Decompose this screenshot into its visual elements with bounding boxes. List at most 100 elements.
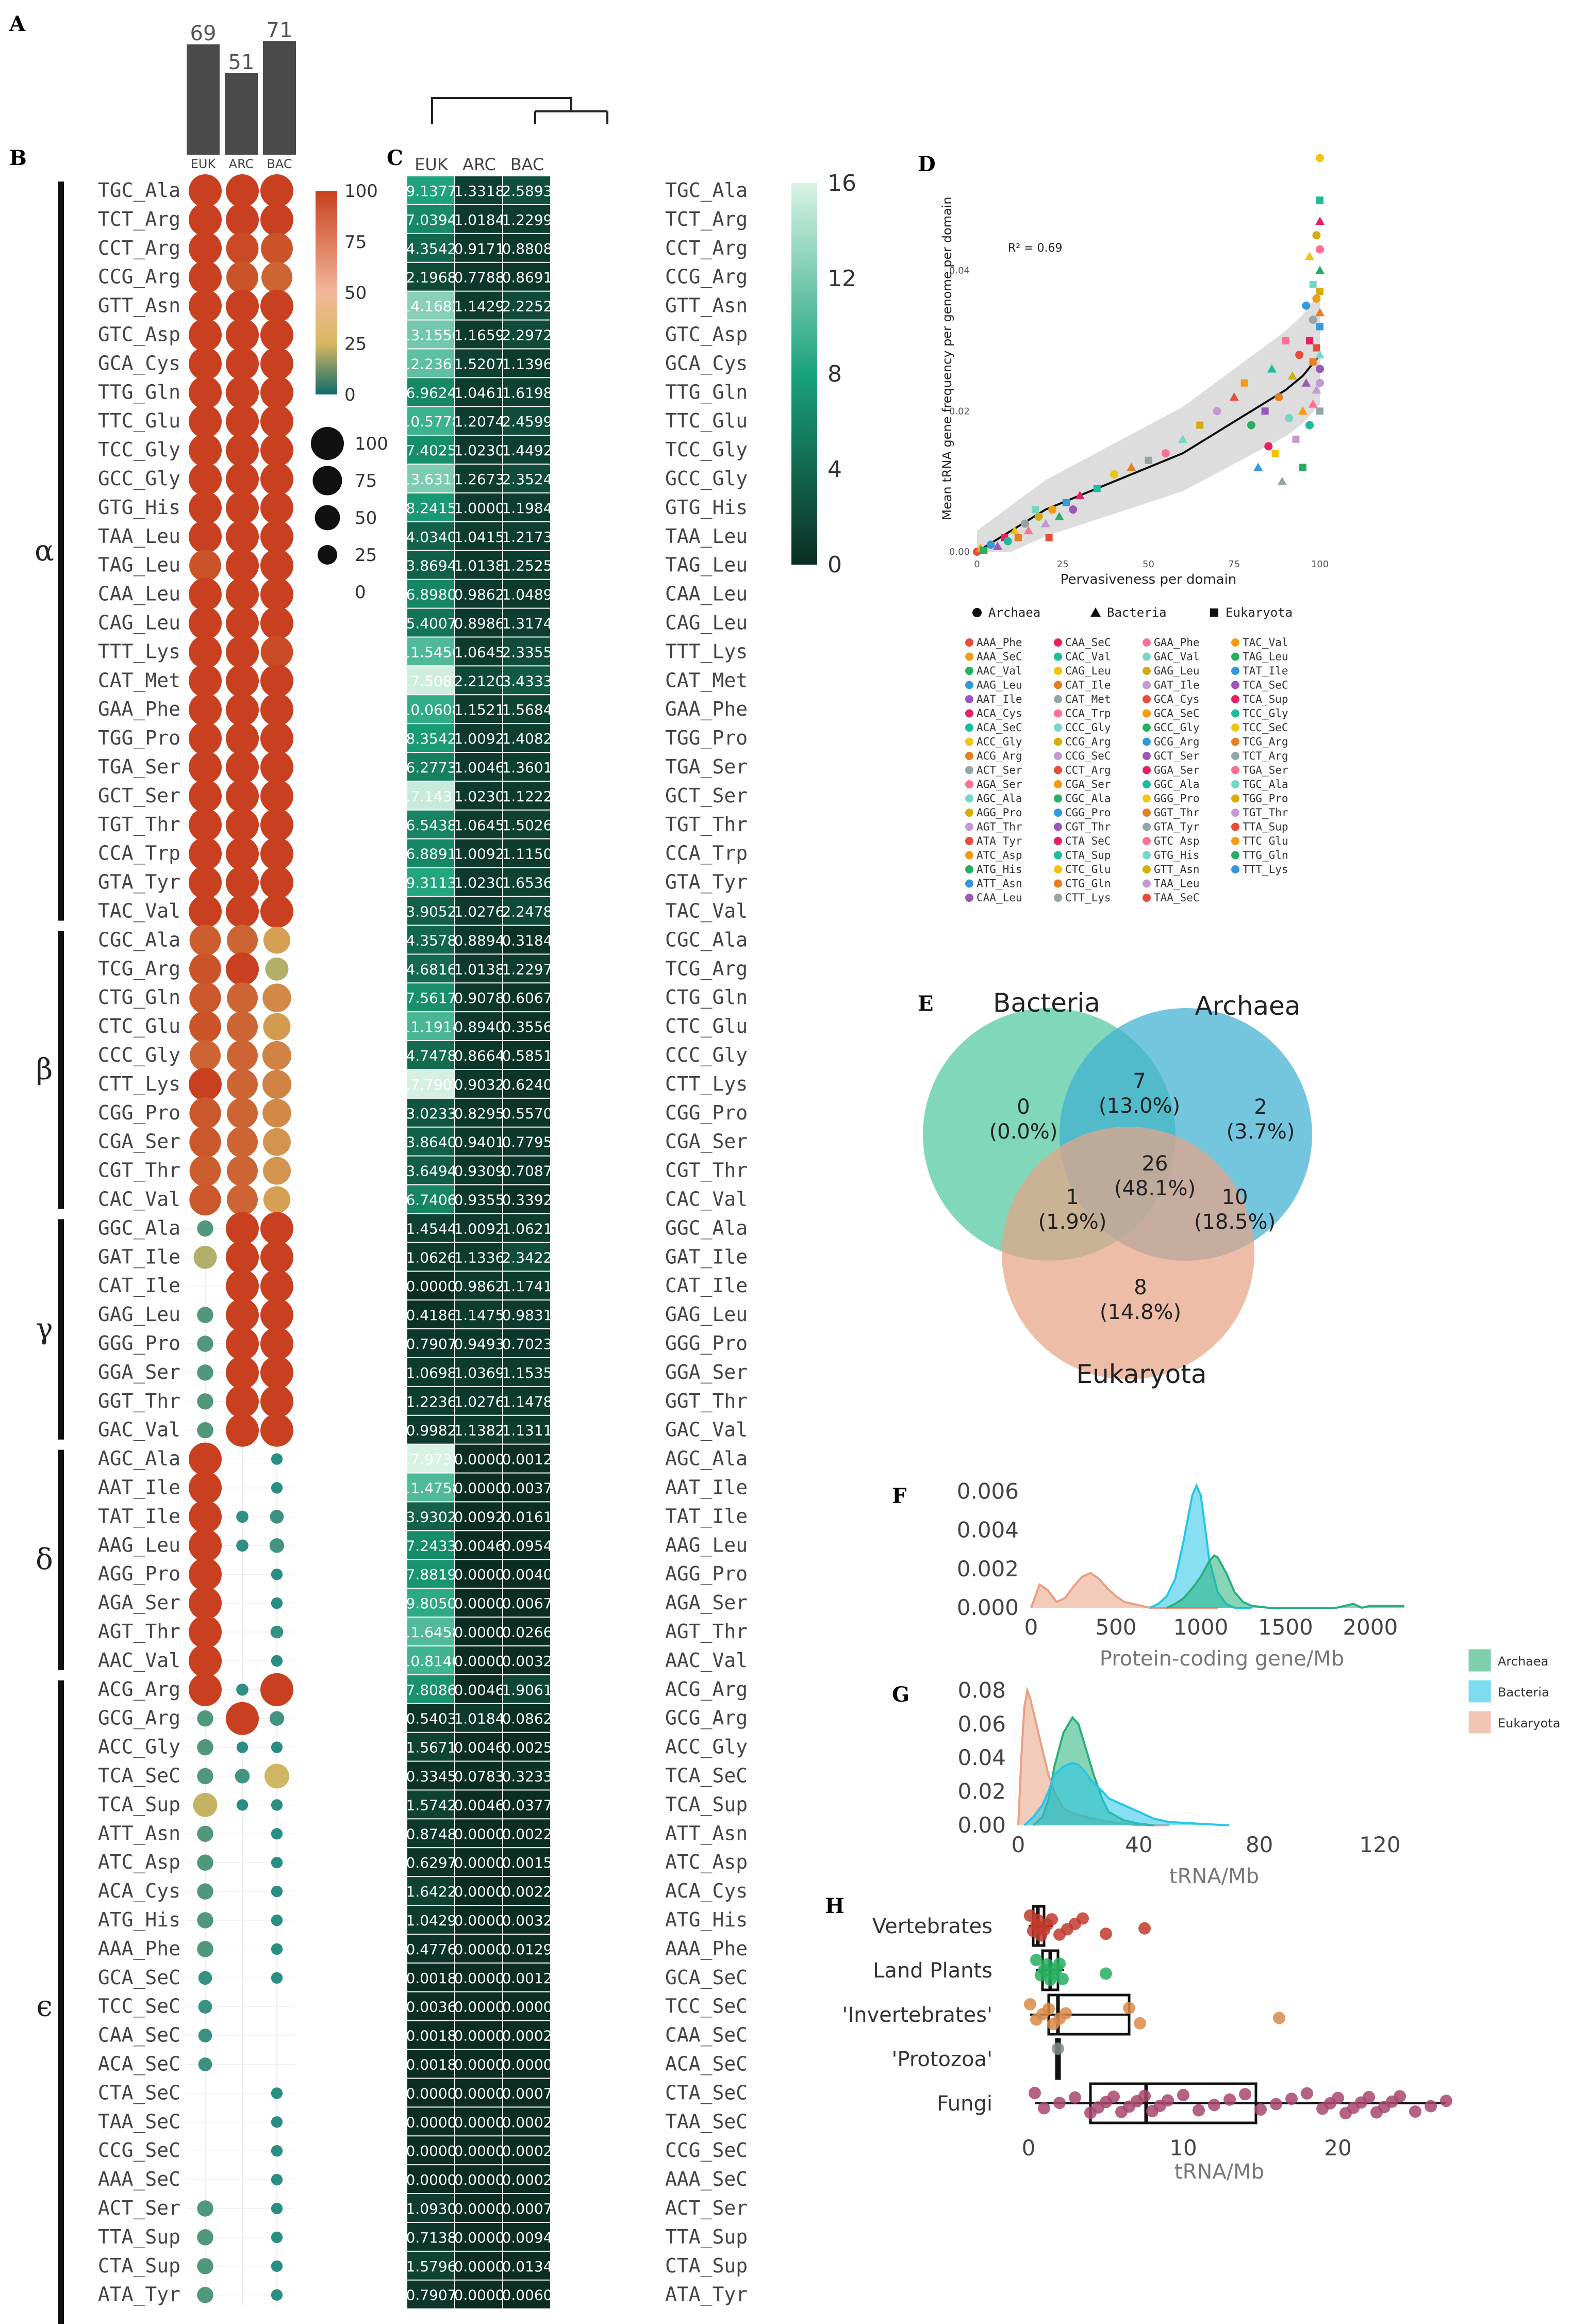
heat-cell-CCA_Trp-BAC [503,839,550,867]
heatmap-row-label: TGT_Thr [665,813,748,836]
heat-cell-CTT_Lys-BAC [503,1069,550,1098]
data-point [1285,2092,1298,2105]
heat-cell-CTC_Glu-ARC [455,1012,502,1041]
heat-cell-TGC_Ala-ARC [455,176,502,204]
heatmap-row-label: GGA_Ser [665,1361,748,1384]
size-legend-tick: 100 [355,434,388,454]
heat-cell-value: 7.8819 [406,1566,457,1583]
heat-cell-CCT_Arg-ARC [455,234,502,262]
heat-cell-value: 8.3542 [406,730,457,747]
venn-region-percent: (14.8%) [1100,1300,1181,1324]
heat-cell-value: 0.0000 [502,2056,553,2073]
heat-cell-value: 4.7478 [406,1047,457,1064]
heat-cell-value: 1.0930 [406,2200,457,2217]
heat-cell-GGT_Thr-ARC [455,1387,502,1415]
data-point [1138,1922,1151,1935]
dot-CAC_Val-ARC [227,1184,258,1215]
bar-bac [263,41,296,155]
heat-cell-GTC_Asp-EUK [407,320,454,349]
heat-cell-value: 0.0000 [454,2287,505,2304]
confidence-band [977,291,1320,552]
heat-cell-ATG_His-ARC [455,1906,502,1934]
dot-TCT_Arg-ARC [226,203,259,236]
legend-label: TAA_SeC [1154,892,1200,904]
heat-cell-value: 0.0000 [454,2171,505,2188]
heat-cell-AAA_Phe-EUK [407,1934,454,1963]
heatmap-row-label: GGG_Pro [665,1332,748,1355]
heat-cell-CAC_Val-BAC [503,1185,550,1213]
dot-CAT_Met-EUK [189,664,222,698]
row-label: GGA_Ser [98,1361,180,1384]
heat-cell-value: 3.4333 [502,672,553,689]
r-squared-annotation: R² = 0.69 [1008,242,1063,255]
heat-cell-value: 13.1556 [402,327,461,344]
dot-TCA_Sup-BAC [271,1799,283,1811]
heat-cell-value: 1.1382 [454,1422,505,1439]
heat-cell-GGT_Thr-BAC [503,1387,550,1415]
row-label: CCA_Trp [98,842,180,865]
row-label: TGC_Ala [98,179,180,202]
heat-cell-value: 0.0000 [454,1970,505,1987]
legend-swatch [1143,837,1151,845]
dot-ATT_Asn-BAC [271,1828,283,1840]
bar-category-label: BAC [267,157,292,171]
venn-set-label: Archaea [1195,991,1301,1021]
legend-label: ACG_Arg [977,750,1022,762]
color-legend-tick: 50 [344,283,367,304]
heat-cell-value: 0.0000 [454,2200,505,2217]
legend-label: AAA_Phe [977,636,1022,649]
heat-cell-value: 0.9862 [454,586,505,603]
heat-cell-GTT_Asn-EUK [407,291,454,320]
heat-cell-value: 1.0626 [406,1249,457,1266]
heat-cell-value: 12.2361 [402,355,461,372]
heatmap-row-label: TTA_Sup [665,2226,748,2249]
legend-swatch [965,681,973,689]
data-point [1316,407,1323,415]
row-label: AAT_Ile [98,1476,180,1499]
row-label: CAT_Ile [98,1274,180,1297]
heat-cell-value: 11.1914 [402,1018,461,1035]
heatmap-row-label: CAT_Met [665,669,748,692]
heat-cell-value: 1.2673 [454,471,505,488]
venn-region-percent: (1.9%) [1038,1210,1107,1234]
legend-swatch [965,638,973,647]
legend-swatch [1054,822,1062,831]
dot-CTT_Lys-BAC [262,1069,292,1099]
heat-cell-value: 1.0230 [454,788,505,805]
row-label: GGT_Thr [98,1390,180,1413]
legend-swatch [965,737,973,746]
heat-cell-TCC_SeC-ARC [455,1992,502,2020]
heat-cell-value: 7.0394 [406,211,457,228]
data-point [1332,2091,1344,2104]
heat-cell-CAG_Leu-BAC [503,608,550,637]
legend-label: GGA_Ser [1154,764,1200,777]
heatmap-row-label: AGT_Thr [665,1620,748,1643]
size-legend-dot [318,545,337,565]
heat-cell-ATA_Tyr-BAC [503,2280,550,2309]
heat-cell-value: 1.0092 [454,1220,505,1237]
heat-cell-GCA_SeC-EUK [407,1963,454,1991]
dot-GGC_Ala-BAC [260,1212,293,1245]
heat-cell-GAA_Phe-BAC [503,695,550,723]
dot-CCA_Trp-EUK [189,837,222,870]
heat-cell-value: 0.0092 [454,1508,505,1525]
heat-cell-CTA_Sup-EUK [407,2251,454,2280]
dot-GCT_Ser-ARC [226,779,259,813]
legend-swatch [1231,822,1239,831]
heat-cell-value: 10.5778 [402,413,461,430]
heat-cell-value: 0.7023 [502,1336,553,1353]
heatmap-row-label: CCC_Gly [665,1044,748,1067]
legend-swatch [1054,879,1062,888]
row-label: AAG_Leu [98,1534,180,1557]
heatmap-row-label: TCA_Sup [665,1793,748,1816]
heat-cell-TGA_Ser-ARC [455,753,502,781]
heatmap-row-label: CTG_Gln [665,986,748,1009]
heat-cell-ACA_Cys-ARC [455,1877,502,1905]
data-point [1308,399,1318,408]
heat-cell-value: 2.2972 [502,327,553,344]
density-fill-bacteria [1150,1486,1252,1608]
heat-legend-tick: 4 [828,456,842,483]
data-point [1309,316,1317,324]
heat-cell-TCA_SeC-EUK [407,1761,454,1790]
dot-GGT_Thr-EUK [197,1393,213,1410]
